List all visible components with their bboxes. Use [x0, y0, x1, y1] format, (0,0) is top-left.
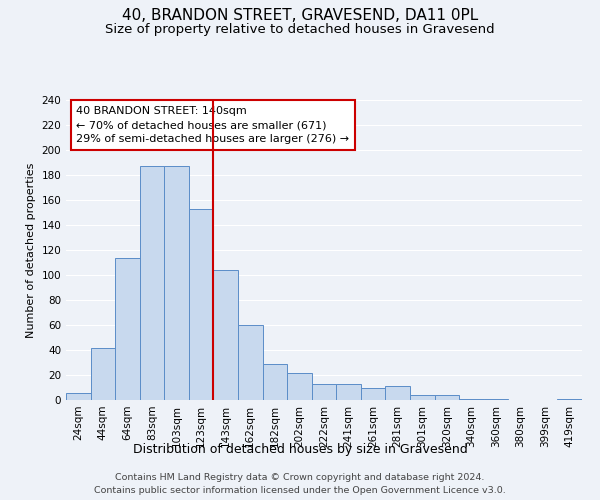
Bar: [312, 384, 336, 400]
Bar: [189, 209, 214, 400]
Bar: [214, 270, 238, 400]
Bar: [557, 399, 582, 400]
Bar: [140, 166, 164, 400]
Bar: [361, 388, 385, 400]
Text: Contains public sector information licensed under the Open Government Licence v3: Contains public sector information licen…: [94, 486, 506, 495]
Bar: [238, 325, 263, 400]
Bar: [263, 364, 287, 400]
Bar: [115, 258, 140, 400]
Bar: [410, 395, 434, 400]
Bar: [484, 399, 508, 400]
Bar: [385, 386, 410, 400]
Bar: [91, 348, 115, 400]
Y-axis label: Number of detached properties: Number of detached properties: [26, 162, 36, 338]
Text: 40, BRANDON STREET, GRAVESEND, DA11 0PL: 40, BRANDON STREET, GRAVESEND, DA11 0PL: [122, 8, 478, 22]
Text: 40 BRANDON STREET: 140sqm
← 70% of detached houses are smaller (671)
29% of semi: 40 BRANDON STREET: 140sqm ← 70% of detac…: [76, 106, 349, 144]
Bar: [336, 384, 361, 400]
Text: Size of property relative to detached houses in Gravesend: Size of property relative to detached ho…: [105, 22, 495, 36]
Bar: [434, 395, 459, 400]
Bar: [164, 166, 189, 400]
Bar: [287, 372, 312, 400]
Text: Distribution of detached houses by size in Gravesend: Distribution of detached houses by size …: [133, 442, 467, 456]
Text: Contains HM Land Registry data © Crown copyright and database right 2024.: Contains HM Land Registry data © Crown c…: [115, 472, 485, 482]
Bar: [66, 392, 91, 400]
Bar: [459, 399, 484, 400]
